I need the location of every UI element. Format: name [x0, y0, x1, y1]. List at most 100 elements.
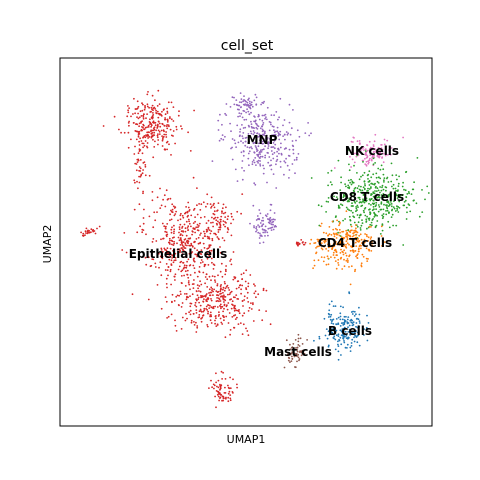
data-point: [326, 337, 329, 340]
data-point: [138, 140, 141, 143]
data-point: [364, 148, 367, 151]
data-point: [329, 318, 332, 321]
data-point: [385, 195, 388, 198]
data-point: [252, 302, 254, 304]
data-point: [389, 153, 392, 156]
data-point: [182, 231, 185, 233]
data-point: [345, 235, 347, 238]
data-point: [173, 240, 176, 243]
data-point: [250, 101, 253, 104]
data-point: [165, 283, 168, 285]
data-point: [304, 241, 307, 244]
data-point: [340, 176, 342, 179]
data-point: [238, 284, 241, 287]
data-point: [136, 116, 138, 118]
data-point: [227, 302, 230, 304]
data-point: [203, 216, 206, 218]
data-point: [183, 266, 186, 269]
data-point: [178, 110, 180, 113]
data-point: [196, 284, 199, 286]
data-point: [202, 314, 204, 317]
data-point: [225, 396, 227, 399]
data-point: [208, 246, 211, 248]
data-point: [256, 160, 259, 163]
data-point: [351, 313, 354, 315]
data-point: [262, 241, 265, 244]
data-point: [272, 223, 274, 226]
data-point: [318, 238, 320, 241]
data-point: [157, 133, 159, 136]
data-point: [327, 263, 330, 266]
data-point: [353, 221, 356, 224]
data-point: [154, 99, 156, 102]
data-point: [166, 110, 169, 113]
data-point: [173, 228, 176, 231]
data-point: [362, 200, 364, 203]
data-point: [242, 137, 244, 140]
data-point: [350, 183, 353, 186]
data-point: [266, 231, 269, 234]
data-point: [381, 229, 384, 232]
cluster-points-cd4-t-cells: [309, 210, 386, 286]
data-point: [208, 244, 211, 247]
data-point: [143, 113, 145, 116]
data-point: [340, 330, 343, 333]
data-point: [150, 124, 153, 127]
data-point: [192, 287, 195, 289]
data-point: [261, 155, 264, 158]
data-point: [380, 194, 383, 196]
data-point: [369, 157, 371, 160]
data-point: [337, 358, 340, 361]
data-point: [230, 263, 233, 266]
data-point: [205, 293, 208, 295]
data-point: [198, 285, 201, 287]
data-point: [350, 265, 353, 268]
data-point: [404, 189, 407, 192]
data-point: [386, 139, 389, 142]
data-point: [333, 256, 336, 259]
data-point: [179, 261, 182, 264]
data-point: [374, 133, 377, 136]
data-point: [361, 222, 364, 225]
data-point: [266, 106, 269, 109]
data-point: [239, 106, 242, 109]
data-point: [233, 326, 236, 329]
data-point: [349, 346, 352, 349]
data-point: [203, 298, 205, 300]
data-point: [179, 237, 182, 239]
data-point: [123, 232, 126, 234]
data-point: [285, 157, 287, 160]
data-point: [276, 126, 279, 129]
data-point: [202, 201, 205, 204]
data-point: [242, 142, 245, 144]
data-point: [223, 301, 225, 303]
data-point: [387, 202, 390, 204]
data-point: [295, 139, 297, 142]
data-point: [269, 323, 272, 326]
data-point: [356, 187, 359, 190]
data-point: [273, 212, 276, 214]
data-point: [149, 123, 151, 125]
data-point: [215, 372, 217, 375]
data-point: [148, 136, 151, 138]
data-point: [196, 326, 199, 329]
data-point: [219, 290, 222, 293]
data-point: [209, 244, 212, 247]
data-point: [310, 238, 313, 241]
label-epithelial-cells: Epithelial cells: [129, 247, 228, 261]
data-point: [144, 164, 147, 166]
data-point: [390, 162, 393, 165]
data-point: [203, 232, 206, 235]
data-point: [295, 242, 298, 245]
data-point: [217, 290, 220, 293]
data-point: [288, 177, 290, 179]
data-point: [190, 252, 193, 255]
data-point: [327, 316, 330, 318]
data-point: [330, 234, 333, 236]
data-point: [181, 241, 184, 244]
data-point: [377, 189, 380, 192]
data-point: [206, 278, 209, 281]
data-point: [303, 352, 306, 355]
data-point: [172, 120, 175, 122]
data-point: [332, 243, 335, 246]
